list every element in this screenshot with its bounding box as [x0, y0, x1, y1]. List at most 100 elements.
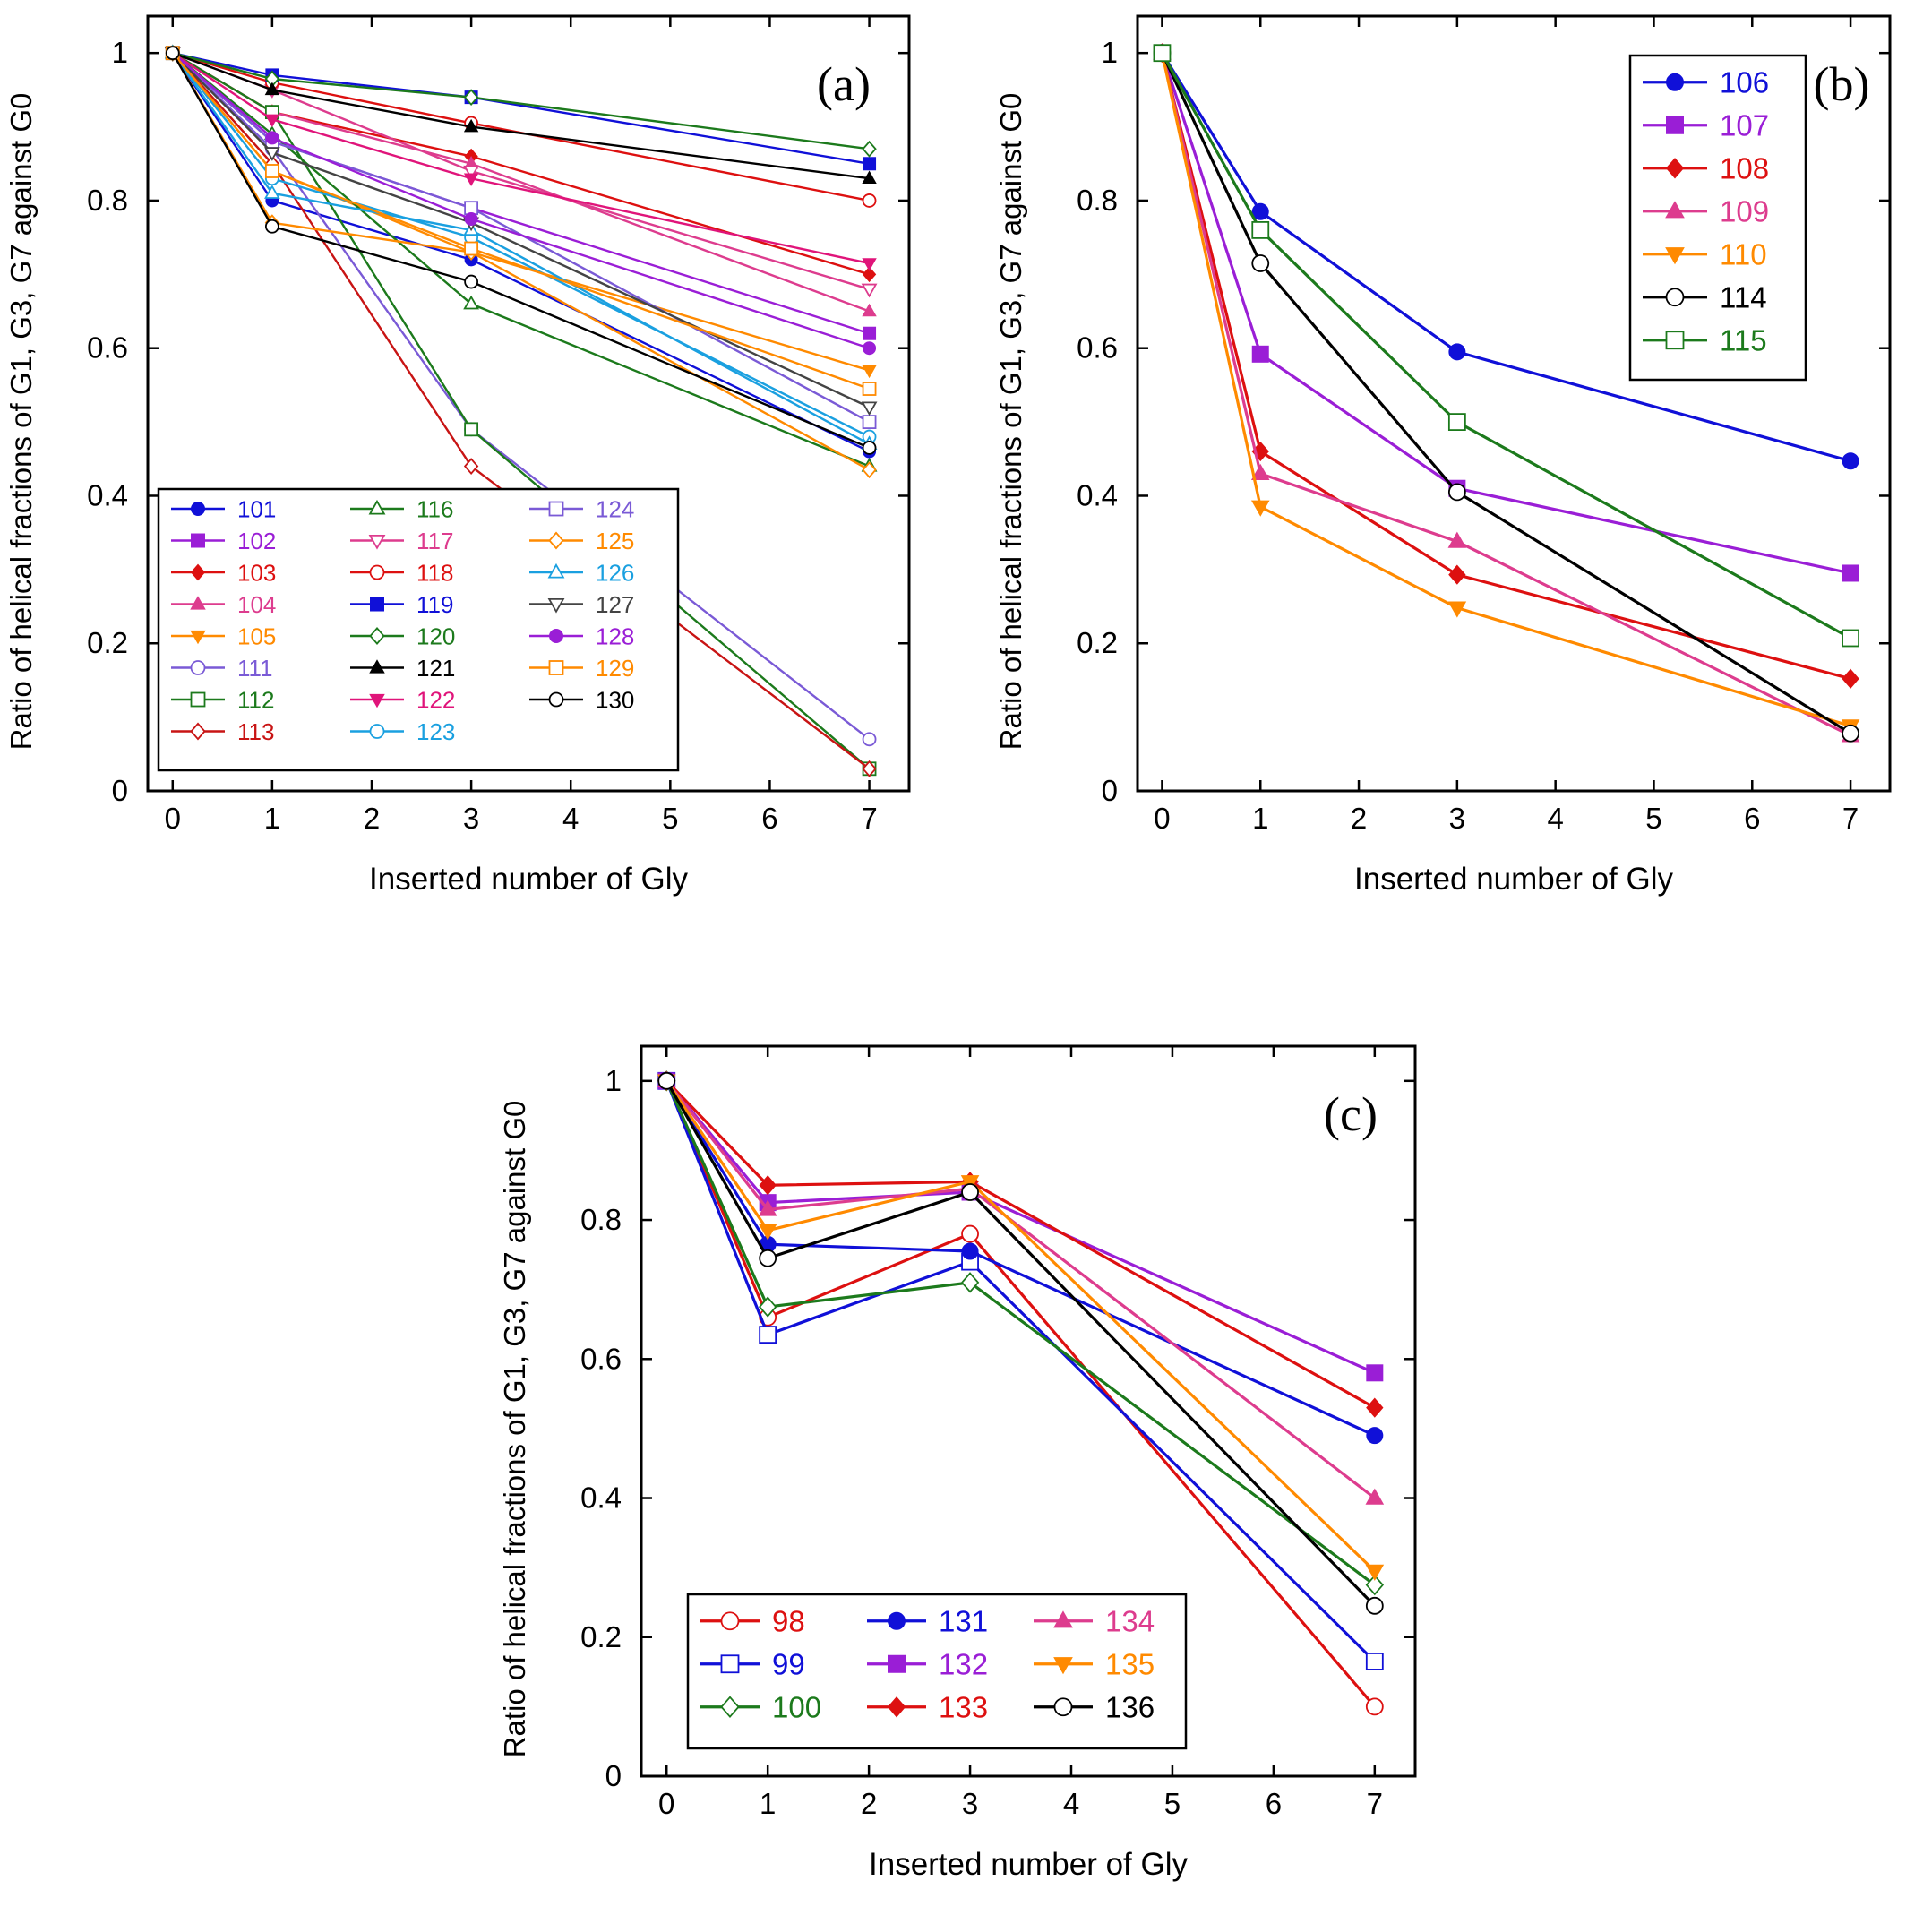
legend-entry-104: 104 [171, 591, 276, 618]
x-tick-label: 5 [662, 802, 678, 835]
legend-entry-136: 136 [1034, 1691, 1155, 1724]
y-tick-label: 0.6 [580, 1342, 622, 1375]
data-point [758, 1296, 777, 1318]
data-point [1842, 724, 1859, 743]
series-line [1160, 52, 1851, 737]
series-line [171, 52, 871, 408]
data-point [1365, 1488, 1385, 1505]
panel-label: (c) [1324, 1087, 1378, 1141]
legend-label: 111 [237, 655, 273, 682]
data-point [862, 760, 877, 777]
legend-entry-113: 113 [171, 718, 274, 745]
data-point [862, 193, 877, 208]
legend-marker [191, 502, 205, 517]
legend-marker [1666, 73, 1684, 91]
series-115 [1153, 44, 1859, 648]
legend-marker [369, 564, 385, 580]
y-tick-label: 0.2 [580, 1620, 622, 1653]
y-tick-label: 0.6 [1077, 331, 1118, 365]
legend-entry-114: 114 [1643, 281, 1767, 314]
legend-label: 100 [772, 1691, 821, 1724]
legend-entry-128: 128 [529, 623, 634, 649]
data-point [862, 441, 877, 455]
data-point [264, 219, 279, 234]
data-point [1366, 1427, 1384, 1445]
y-tick-label: 0.2 [1077, 626, 1118, 659]
legend-label: 109 [1720, 195, 1769, 228]
legend-marker [720, 1654, 740, 1674]
legend-entry-107: 107 [1643, 109, 1769, 142]
legend-label: 116 [416, 495, 453, 522]
legend-marker [1665, 331, 1685, 350]
data-point [1842, 629, 1859, 648]
data-point [1448, 564, 1466, 585]
data-point [657, 1071, 676, 1090]
data-point [758, 1224, 777, 1241]
series-line [171, 52, 870, 349]
x-tick-label: 6 [761, 802, 777, 835]
legend-label: 121 [416, 655, 455, 682]
data-point [862, 415, 877, 429]
legend-entry-122: 122 [350, 686, 455, 713]
data-point [464, 422, 479, 437]
legend-label: 127 [596, 591, 634, 618]
data-point [464, 212, 478, 227]
data-point [463, 118, 479, 133]
legend-marker [1053, 1610, 1073, 1628]
data-point [464, 274, 479, 289]
x-tick-label: 3 [962, 1787, 978, 1820]
legend-label: 103 [237, 559, 276, 586]
series-line [1161, 52, 1851, 640]
series-line [1161, 52, 1851, 735]
data-point [960, 1175, 980, 1192]
legend-marker [549, 629, 563, 644]
legend-marker [888, 1654, 906, 1673]
legend: 101 102 103 104 105 111 112 113 116 117 118 119 120 1… [157, 487, 680, 772]
legend-label: 102 [237, 528, 276, 554]
plot-frame [146, 14, 911, 793]
legend-marker [548, 501, 564, 517]
x-tick-label: 1 [264, 802, 280, 835]
legend-label: 130 [596, 686, 634, 713]
data-point [960, 1272, 980, 1293]
data-point [862, 365, 877, 379]
legend-marker [720, 1611, 740, 1631]
legend-marker [369, 693, 385, 708]
data-point [1842, 452, 1859, 470]
legend-marker [1665, 158, 1685, 179]
legend-marker [368, 534, 386, 550]
data-point [463, 295, 480, 310]
legend-entry-120: 120 [350, 623, 455, 649]
legend-entry-117: 117 [350, 528, 453, 554]
series-line [172, 52, 870, 180]
x-tick-label: 2 [1351, 802, 1367, 835]
legend-box [686, 1593, 1188, 1750]
legend-marker [1665, 201, 1685, 219]
legend-entry-126: 126 [529, 559, 634, 586]
x-tick-label: 6 [1266, 1787, 1282, 1820]
legend-label: 110 [1720, 238, 1767, 271]
legend-entry-106: 106 [1643, 66, 1769, 99]
data-point [265, 131, 279, 145]
series-line [171, 52, 870, 372]
plot-frame [640, 1044, 1417, 1778]
y-axis-label: Ratio of helical fractions of G1, G3, G7… [498, 1101, 531, 1758]
x-tick-label: 4 [562, 802, 579, 835]
legend: 106 107 108 109 110 114 115 [1628, 54, 1807, 382]
series-line [1160, 52, 1851, 728]
legend-marker [190, 630, 206, 645]
legend-entry-115: 115 [1643, 324, 1767, 357]
x-tick-label: 2 [861, 1787, 877, 1820]
x-tick-label: 5 [1645, 802, 1661, 835]
y-tick-label: 0.8 [87, 184, 128, 217]
legend-marker [191, 533, 205, 548]
data-point [861, 283, 878, 298]
legend-marker [190, 596, 206, 610]
y-axis-label: Ratio of helical fractions of G1, G3, G7… [4, 93, 38, 751]
data-point [1250, 463, 1270, 481]
x-tick-label: 1 [1252, 802, 1268, 835]
x-tick-label: 0 [1154, 802, 1170, 835]
legend-entry-99: 99 [700, 1648, 805, 1681]
legend-marker [548, 531, 564, 550]
